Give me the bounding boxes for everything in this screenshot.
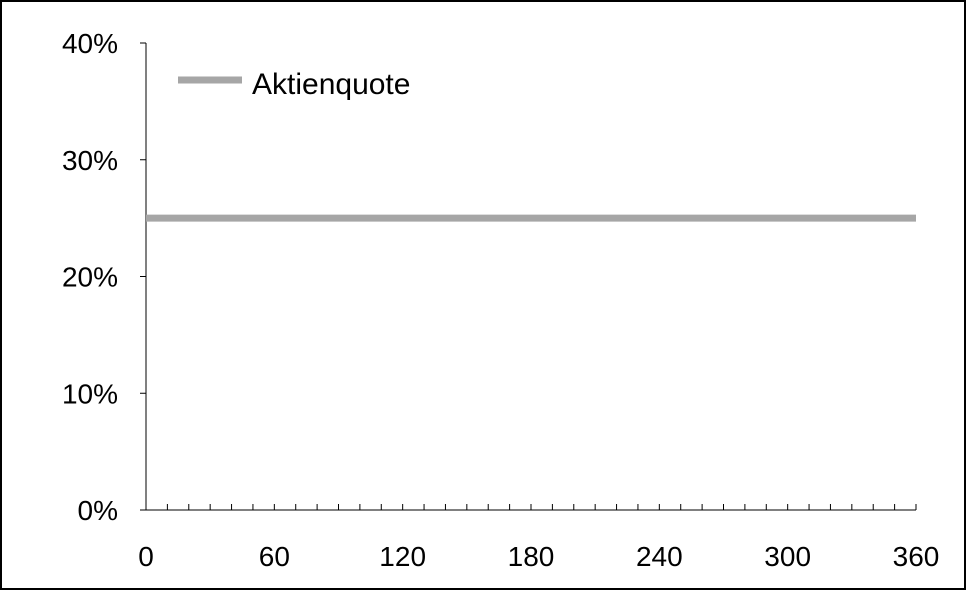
x-tick-label: 300 bbox=[764, 541, 811, 572]
y-tick-label: 30% bbox=[62, 145, 118, 176]
x-tick-label: 360 bbox=[893, 541, 940, 572]
y-tick-label: 40% bbox=[62, 28, 118, 59]
y-tick-label: 20% bbox=[62, 262, 118, 293]
y-axis: 0% 10% 20% 30% 40% bbox=[62, 28, 146, 526]
y-tick-label: 0% bbox=[78, 495, 118, 526]
legend-label-aktienquote: Aktienquote bbox=[252, 68, 410, 101]
x-tick-label: 120 bbox=[379, 541, 426, 572]
x-tick-label: 60 bbox=[259, 541, 290, 572]
x-tick-label: 180 bbox=[508, 541, 555, 572]
y-tick-label: 10% bbox=[62, 378, 118, 409]
x-tick-label: 0 bbox=[138, 541, 154, 572]
legend: Aktienquote bbox=[178, 68, 410, 101]
x-tick-label: 240 bbox=[636, 541, 683, 572]
x-axis: 0 60 120 180 240 300 360 bbox=[138, 504, 939, 572]
